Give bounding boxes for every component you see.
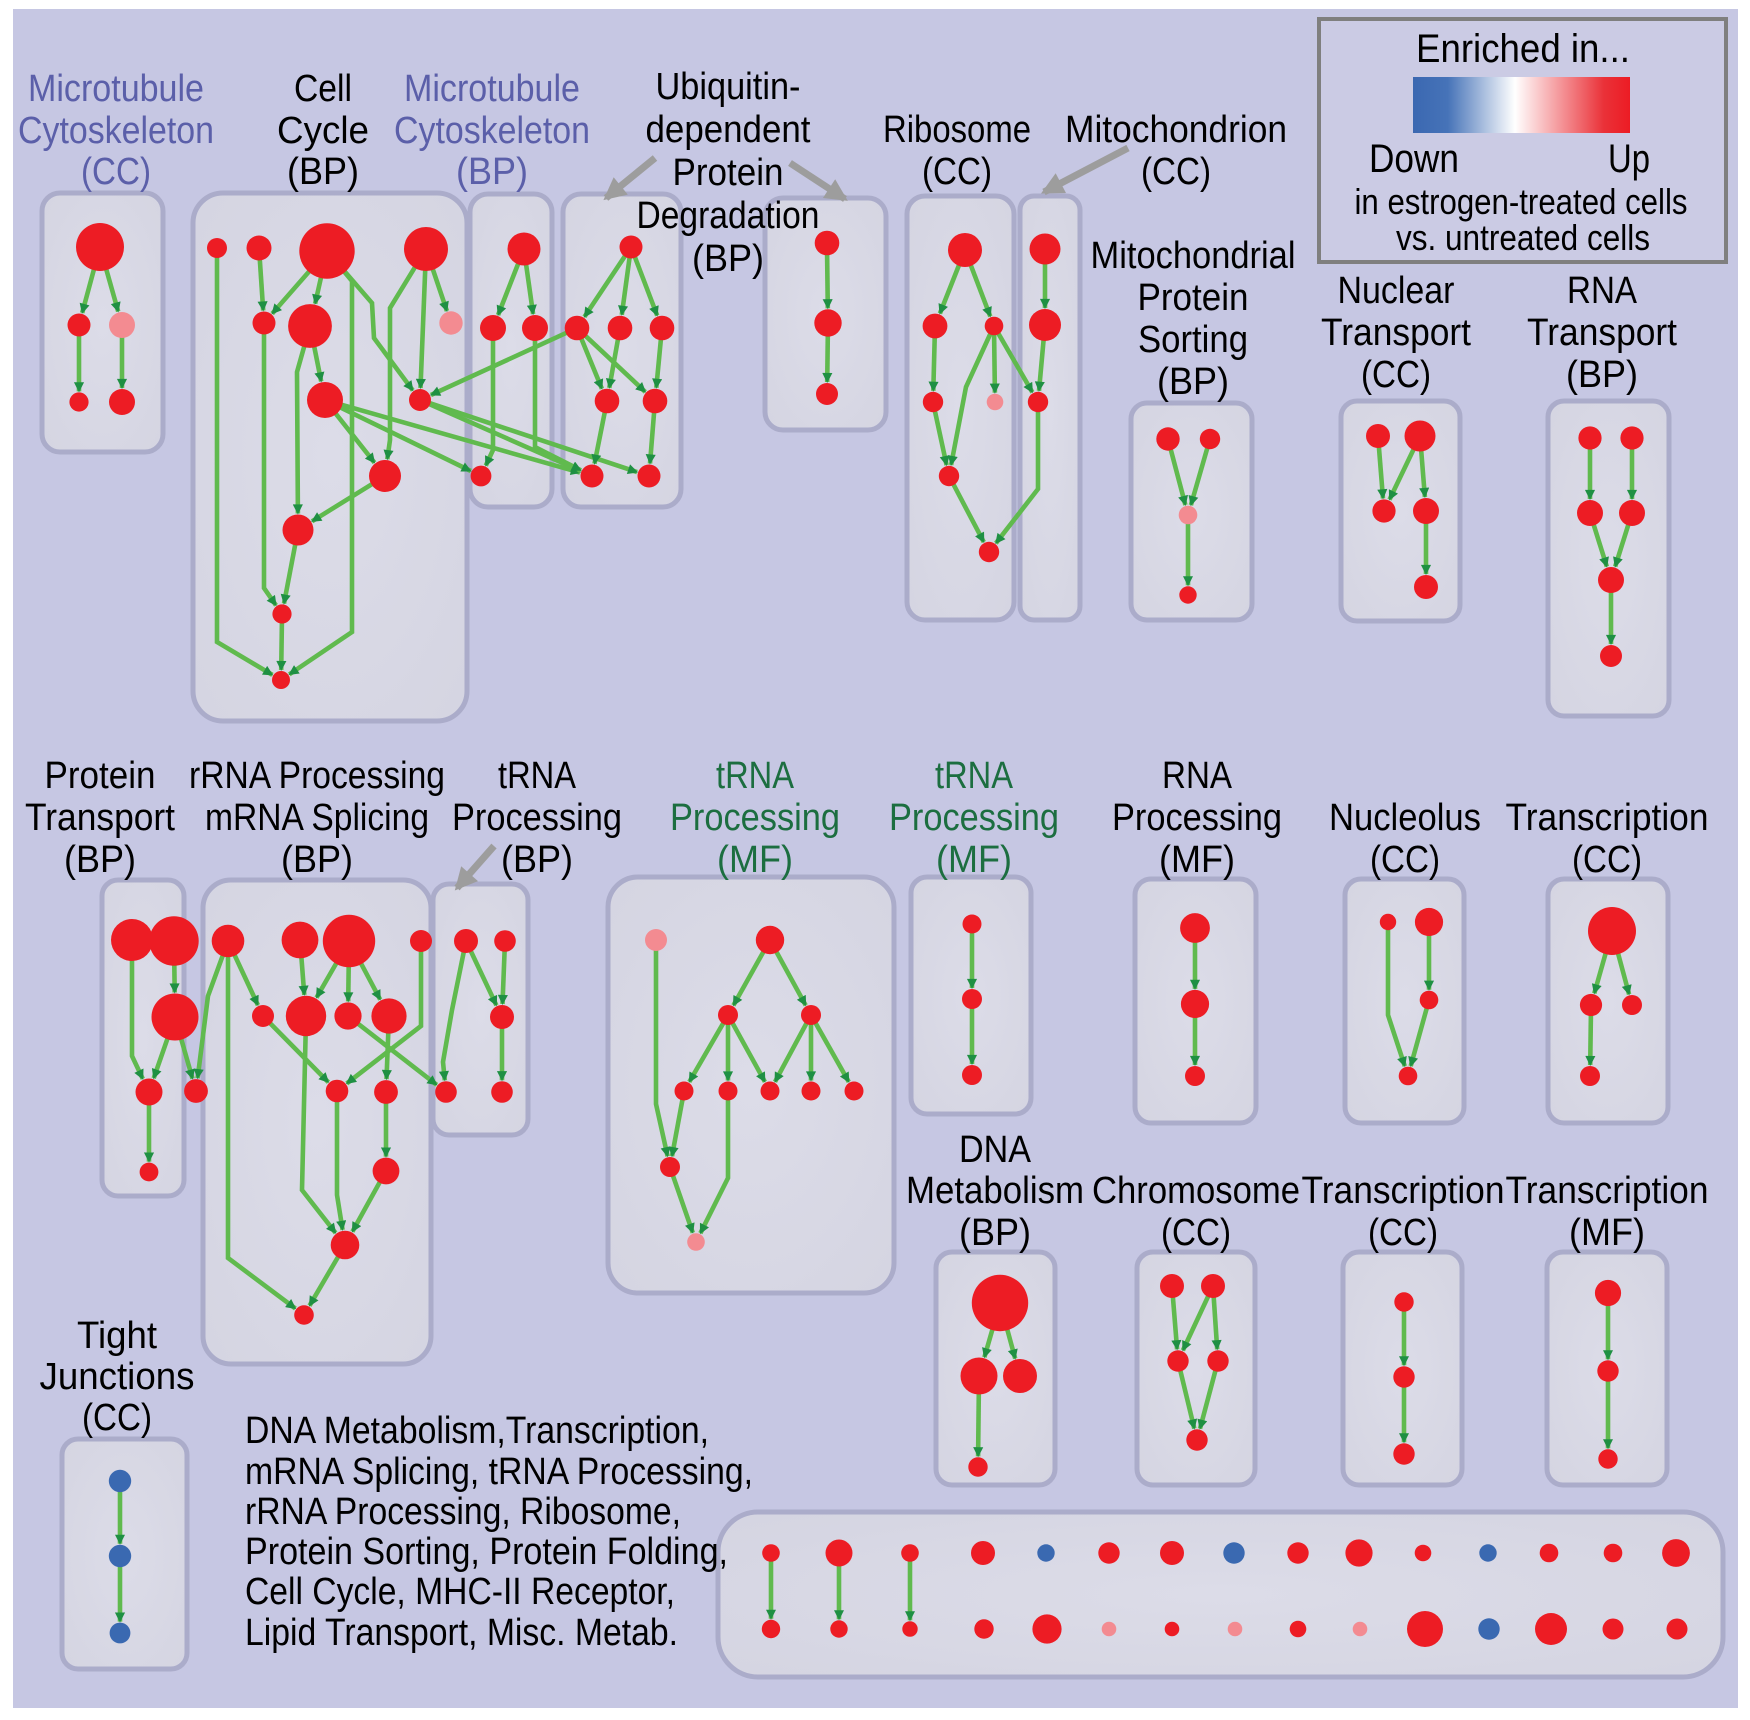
svg-text:(CC): (CC): [1370, 839, 1440, 881]
svg-text:tRNA: tRNA: [716, 755, 795, 797]
svg-text:(CC): (CC): [1161, 1212, 1231, 1254]
svg-text:(CC): (CC): [1141, 151, 1211, 193]
svg-text:Protein Sorting, Protein Foldi: Protein Sorting, Protein Folding,: [245, 1531, 728, 1573]
svg-text:Ribosome: Ribosome: [883, 109, 1031, 151]
svg-text:Transcription: Transcription: [1506, 1170, 1709, 1212]
svg-text:(BP): (BP): [281, 839, 353, 881]
svg-text:RNA: RNA: [1162, 755, 1233, 797]
svg-text:Cell Cycle, MHC-II Receptor,: Cell Cycle, MHC-II Receptor,: [245, 1571, 675, 1613]
svg-text:mRNA Splicing, tRNA Processing: mRNA Splicing, tRNA Processing,: [245, 1451, 753, 1493]
svg-text:Nucleolus: Nucleolus: [1329, 797, 1481, 839]
svg-text:Transcription: Transcription: [1506, 797, 1709, 839]
svg-text:(BP): (BP): [501, 839, 573, 881]
svg-text:(BP): (BP): [1157, 361, 1229, 403]
svg-text:Junctions: Junctions: [40, 1356, 195, 1398]
svg-text:(BP): (BP): [64, 839, 136, 881]
svg-text:(MF): (MF): [1159, 839, 1235, 881]
svg-text:(MF): (MF): [936, 839, 1012, 881]
svg-text:tRNA: tRNA: [498, 755, 577, 797]
svg-text:Cytoskeleton: Cytoskeleton: [18, 110, 214, 152]
svg-text:Processing: Processing: [670, 797, 840, 839]
svg-text:Protein: Protein: [673, 152, 784, 194]
svg-text:Cell: Cell: [294, 68, 352, 110]
svg-text:mRNA Splicing: mRNA Splicing: [205, 797, 429, 839]
svg-text:in estrogen-treated cells: in estrogen-treated cells: [1355, 181, 1688, 222]
svg-text:Microtubule: Microtubule: [28, 68, 204, 110]
svg-text:(BP): (BP): [456, 151, 528, 193]
svg-text:(BP): (BP): [692, 238, 764, 280]
svg-text:Lipid Transport, Misc. Metab.: Lipid Transport, Misc. Metab.: [245, 1612, 678, 1654]
svg-text:Sorting: Sorting: [1138, 319, 1248, 361]
svg-text:Degradation: Degradation: [637, 195, 820, 237]
svg-text:Up: Up: [1608, 137, 1650, 181]
svg-text:Processing: Processing: [1112, 797, 1282, 839]
svg-text:Cycle: Cycle: [277, 110, 369, 152]
svg-text:Chromosome: Chromosome: [1092, 1170, 1300, 1212]
svg-text:Enriched in...: Enriched in...: [1416, 27, 1630, 71]
svg-text:Down: Down: [1369, 137, 1459, 181]
svg-text:Metabolism: Metabolism: [906, 1170, 1084, 1212]
svg-text:Processing: Processing: [889, 797, 1059, 839]
svg-text:DNA: DNA: [959, 1129, 1032, 1171]
svg-text:rRNA Processing: rRNA Processing: [189, 755, 445, 797]
svg-text:Processing: Processing: [452, 797, 622, 839]
svg-text:tRNA: tRNA: [935, 755, 1014, 797]
svg-text:Mitochondrial: Mitochondrial: [1091, 235, 1296, 277]
svg-text:(CC): (CC): [81, 151, 151, 193]
svg-text:(CC): (CC): [1368, 1212, 1438, 1254]
svg-text:(MF): (MF): [1569, 1212, 1645, 1254]
svg-text:Transport: Transport: [25, 797, 175, 839]
svg-text:Transport: Transport: [1527, 312, 1677, 354]
svg-text:Microtubule: Microtubule: [404, 68, 580, 110]
svg-text:RNA: RNA: [1567, 270, 1638, 312]
svg-text:(CC): (CC): [82, 1397, 152, 1439]
svg-text:Mitochondrion: Mitochondrion: [1065, 109, 1287, 151]
svg-text:(MF): (MF): [717, 839, 793, 881]
svg-text:(BP): (BP): [959, 1212, 1031, 1254]
svg-text:(CC): (CC): [1572, 839, 1642, 881]
svg-text:dependent: dependent: [646, 109, 811, 151]
svg-text:Nuclear: Nuclear: [1338, 270, 1455, 312]
svg-text:rRNA Processing, Ribosome,: rRNA Processing, Ribosome,: [245, 1491, 681, 1533]
svg-text:(BP): (BP): [1566, 354, 1638, 396]
svg-text:DNA Metabolism,Transcription,: DNA Metabolism,Transcription,: [245, 1410, 709, 1452]
svg-text:(BP): (BP): [287, 151, 359, 193]
svg-text:(CC): (CC): [922, 151, 992, 193]
svg-text:Protein: Protein: [45, 755, 156, 797]
svg-text:Protein: Protein: [1138, 277, 1249, 319]
svg-text:Transport: Transport: [1321, 312, 1471, 354]
svg-text:Tight: Tight: [77, 1315, 157, 1357]
svg-text:Cytoskeleton: Cytoskeleton: [394, 110, 590, 152]
svg-text:Ubiquitin-: Ubiquitin-: [656, 66, 801, 108]
svg-text:vs. untreated cells: vs. untreated cells: [1396, 217, 1650, 258]
svg-text:Transcription: Transcription: [1302, 1170, 1505, 1212]
svg-text:(CC): (CC): [1361, 354, 1431, 396]
